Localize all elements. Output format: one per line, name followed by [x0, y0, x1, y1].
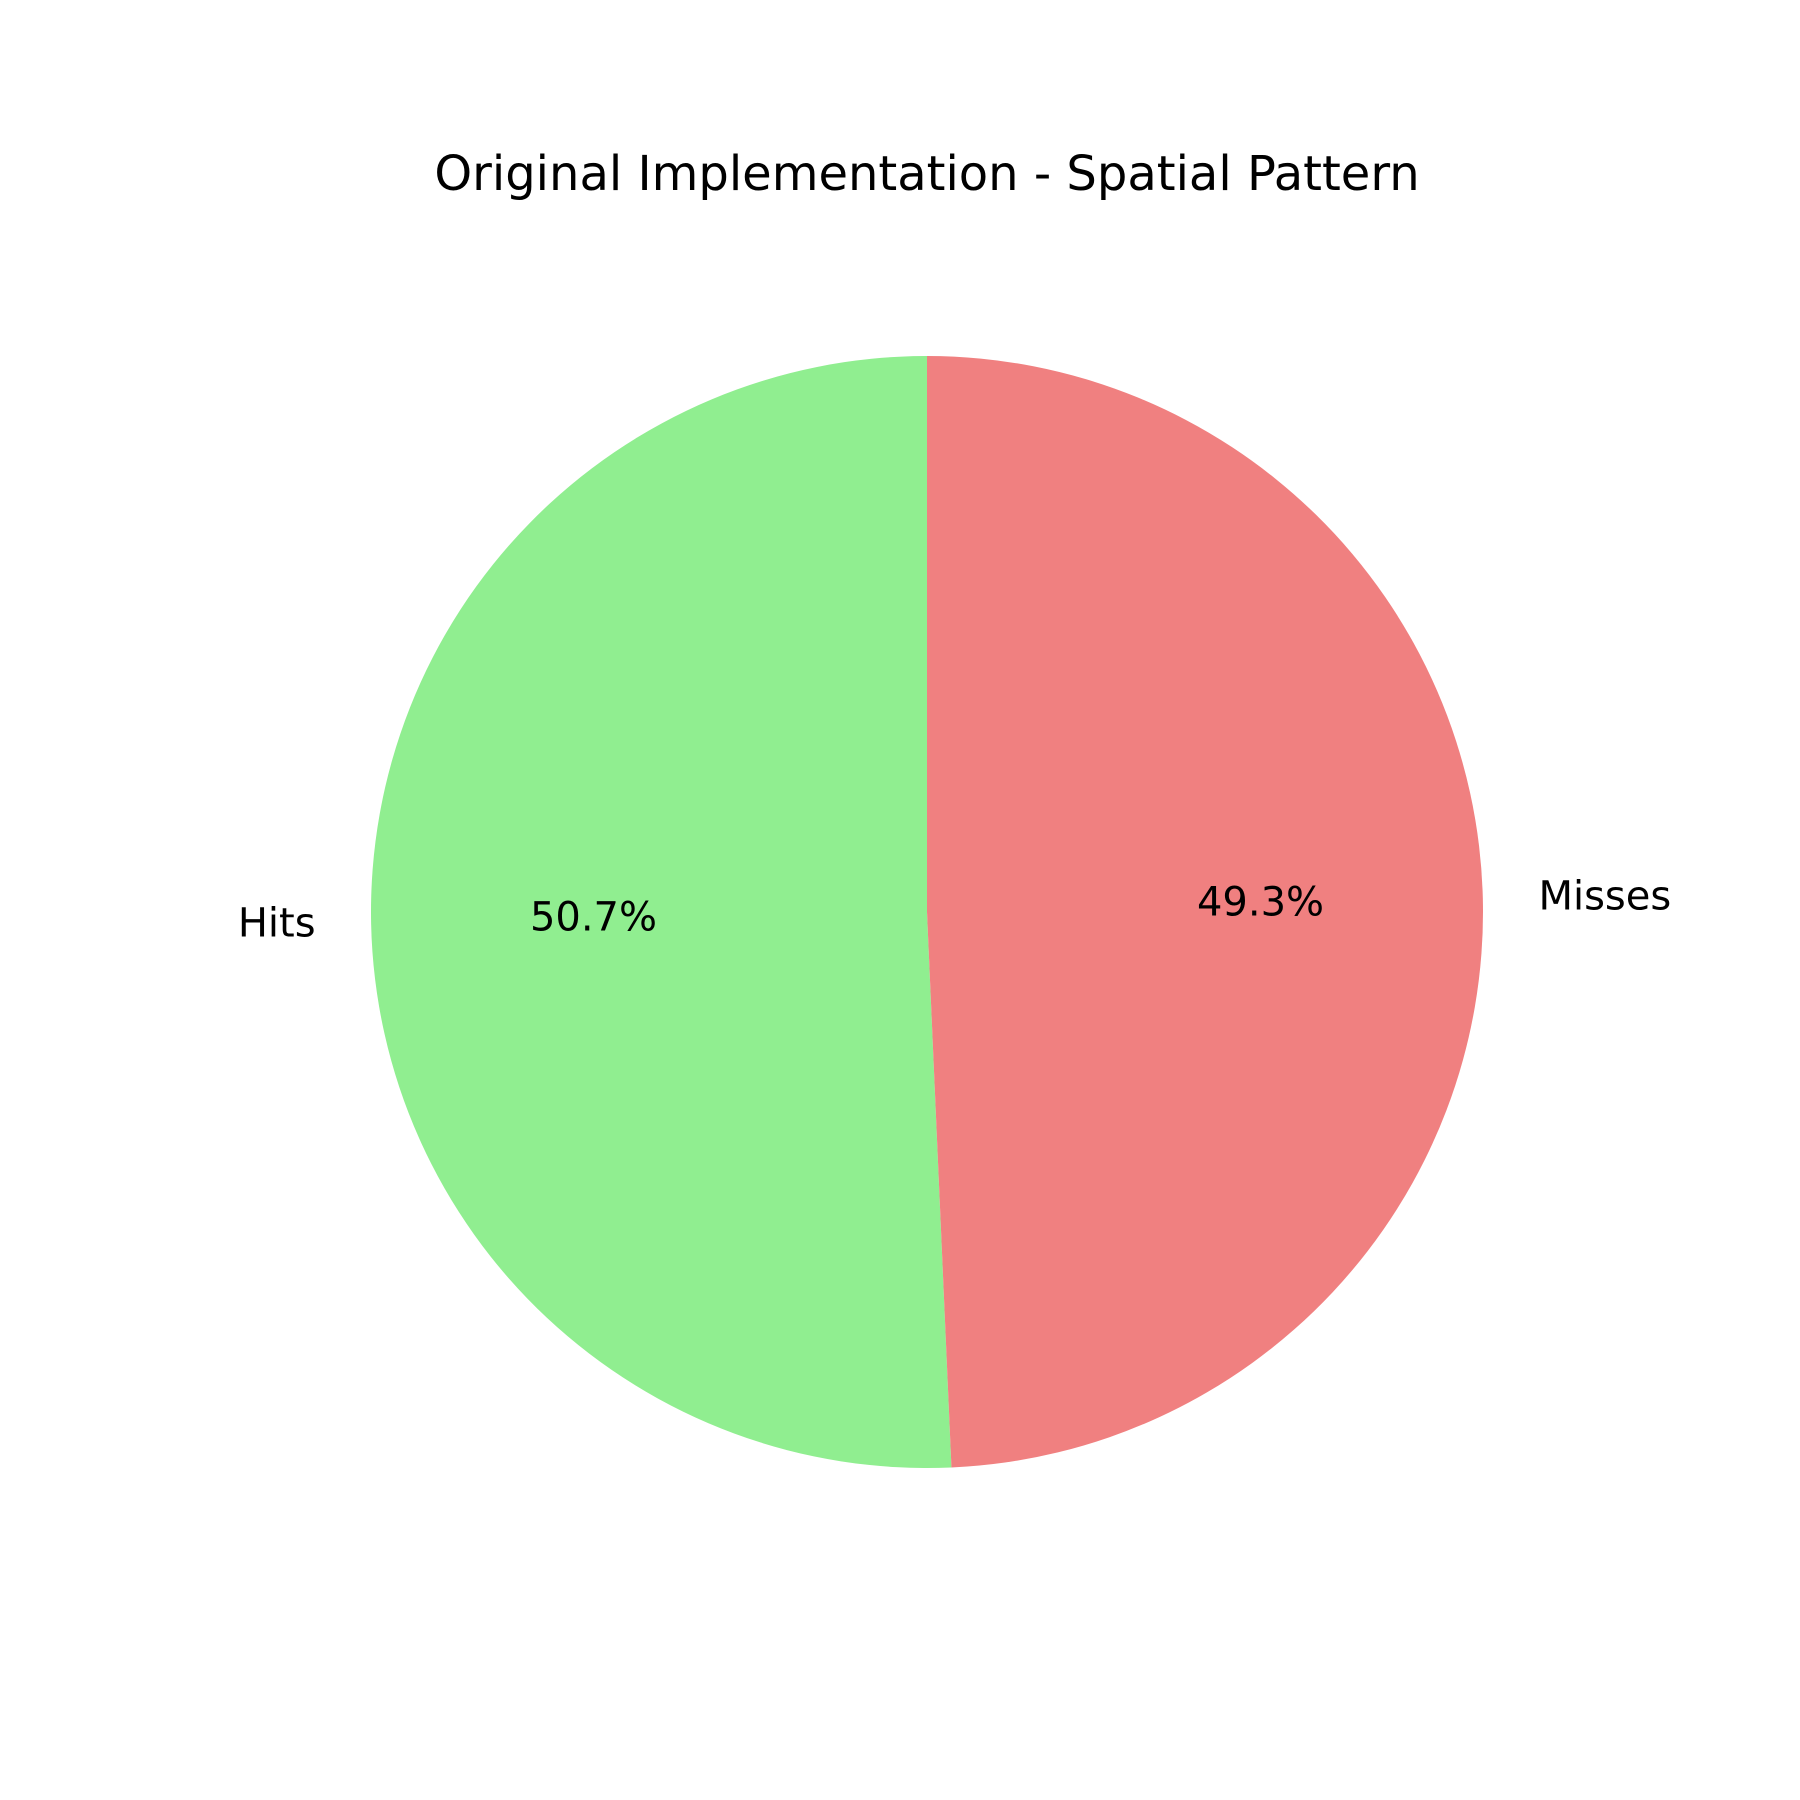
- percent-label-hits: 50.7%: [530, 894, 657, 940]
- pie-slice-hits: [370, 356, 952, 1468]
- chart-title: Original Implementation - Spatial Patter…: [434, 146, 1419, 202]
- pie-slices: [370, 356, 1483, 1468]
- pie-labels: Hits 50.7% Misses 49.3%: [238, 874, 1671, 947]
- slice-label-hits: Hits: [238, 900, 316, 946]
- slice-label-misses: Misses: [1538, 874, 1671, 920]
- pie-slice-misses: [927, 356, 1483, 1468]
- percent-label-misses: 49.3%: [1197, 880, 1324, 926]
